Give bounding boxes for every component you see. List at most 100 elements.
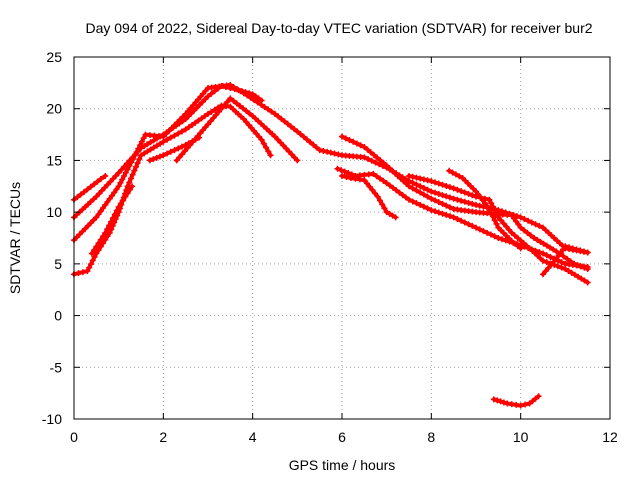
data-point: [244, 92, 251, 99]
data-point: [413, 187, 420, 194]
data-point: [435, 199, 442, 206]
series-track-3: [71, 81, 591, 256]
data-point: [458, 197, 465, 204]
data-point: [324, 148, 331, 155]
data-point: [167, 134, 174, 141]
data-point: [497, 398, 504, 405]
data-point: [156, 153, 163, 160]
data-point: [420, 176, 427, 183]
data-point: [372, 159, 379, 166]
data-point: [275, 113, 282, 120]
data-point: [93, 243, 100, 250]
data-point: [413, 174, 420, 181]
data-point: [569, 245, 576, 252]
series-track-7: [173, 95, 301, 164]
data-point: [307, 139, 314, 146]
data-point: [274, 136, 281, 143]
data-point: [469, 200, 476, 207]
x-tick-label: 12: [602, 429, 618, 445]
data-point: [91, 181, 98, 188]
data-point: [122, 169, 129, 176]
data-point: [284, 120, 291, 127]
data-point: [237, 88, 244, 95]
data-point: [173, 157, 180, 164]
data-point: [495, 214, 502, 221]
data-point: [547, 253, 554, 260]
data-point: [446, 194, 453, 201]
data-point: [98, 187, 105, 194]
data-point: [508, 212, 515, 219]
data-point: [287, 123, 294, 130]
data-point: [450, 214, 457, 221]
data-point: [164, 136, 171, 143]
data-point: [487, 231, 494, 238]
data-point: [108, 192, 115, 199]
data-point: [102, 229, 109, 236]
y-tick-label: 10: [46, 204, 62, 220]
data-point: [446, 204, 453, 211]
data-point: [534, 236, 541, 243]
data-point: [369, 187, 376, 194]
data-point: [458, 217, 465, 224]
data-point: [390, 184, 397, 191]
data-point: [233, 100, 240, 107]
data-point: [102, 201, 109, 208]
data-point: [297, 131, 304, 138]
data-point: [79, 228, 86, 235]
x-tick-label: 6: [338, 429, 346, 445]
data-point: [283, 145, 290, 152]
data-point: [517, 402, 524, 409]
data-point: [121, 173, 128, 180]
data-point: [584, 263, 591, 270]
data-point: [484, 229, 491, 236]
data-point: [577, 247, 584, 254]
data-point: [536, 249, 543, 256]
data-point: [564, 255, 571, 262]
data-point: [386, 182, 393, 189]
data-point: [193, 104, 200, 111]
data-point: [379, 201, 386, 208]
data-point: [117, 179, 124, 186]
data-point: [246, 110, 253, 117]
data-point: [488, 209, 495, 216]
series-track-10: [339, 172, 399, 221]
data-point: [267, 152, 274, 159]
data-point: [240, 90, 247, 97]
data-point: [402, 194, 409, 201]
data-point: [91, 254, 98, 261]
data-point: [522, 401, 529, 408]
data-point: [138, 138, 145, 145]
data-point: [500, 399, 507, 406]
data-point: [134, 160, 141, 167]
data-point: [364, 180, 371, 187]
data-point: [439, 192, 446, 199]
data-point: [406, 172, 412, 179]
data-point: [265, 106, 272, 113]
data-point: [127, 175, 134, 182]
data-point: [443, 193, 450, 200]
data-point: [254, 99, 261, 106]
data-point: [565, 267, 572, 274]
data-point: [97, 208, 104, 215]
data-point: [104, 198, 111, 205]
data-point: [439, 181, 446, 188]
data-point: [376, 175, 383, 182]
data-point: [491, 207, 498, 214]
data-point: [88, 250, 95, 257]
data-point: [94, 178, 101, 185]
data-point: [260, 140, 267, 147]
data-point: [73, 234, 80, 241]
data-point: [558, 264, 565, 271]
data-point: [93, 214, 100, 221]
data-point: [517, 214, 524, 221]
data-point: [327, 149, 334, 156]
data-point: [294, 157, 301, 164]
data-point: [571, 271, 578, 278]
data-point: [584, 249, 591, 256]
data-point: [339, 172, 345, 179]
data-point: [566, 244, 573, 251]
data-point: [77, 191, 84, 198]
data-point: [171, 147, 178, 154]
data-point: [84, 186, 91, 193]
